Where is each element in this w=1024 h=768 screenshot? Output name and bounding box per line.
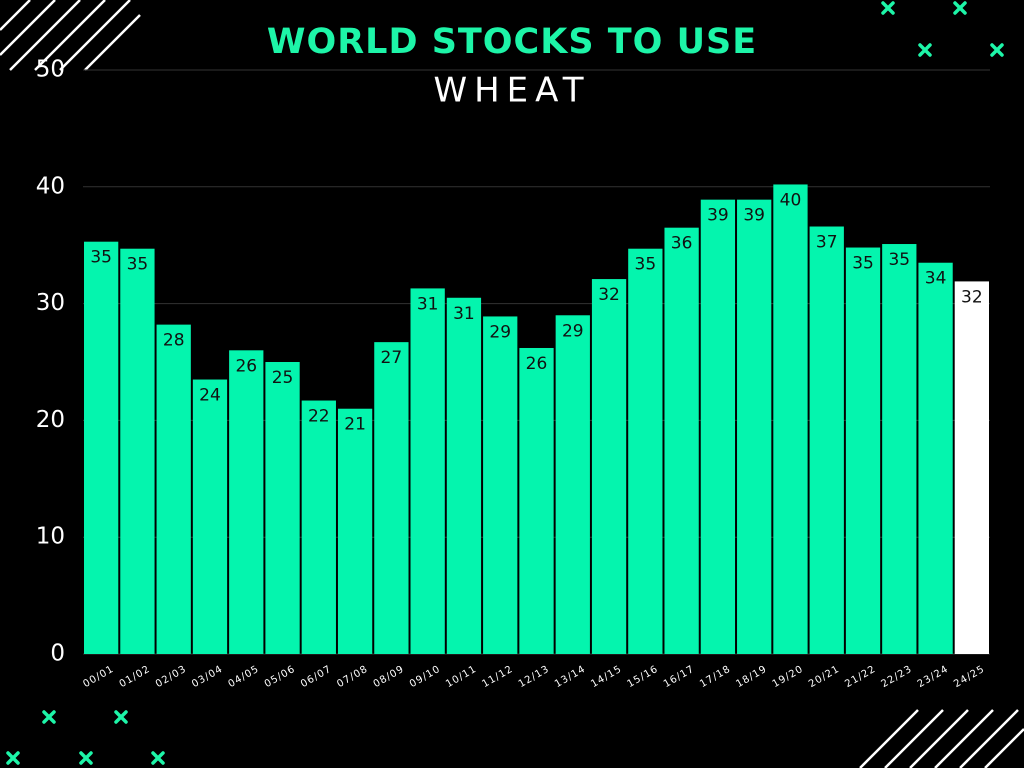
y-tick-label: 0 (50, 641, 65, 667)
bar (591, 279, 627, 654)
bar (954, 281, 989, 654)
bar (120, 248, 155, 655)
value-label: 32 (961, 287, 983, 307)
chart-title: WORLD STOCKS TO USE (267, 22, 757, 62)
y-tick-label: 10 (36, 524, 65, 550)
y-tick-label: 30 (36, 290, 65, 316)
plot-area: 0102030405000/013501/023502/032803/04240… (36, 57, 990, 690)
bar (84, 241, 119, 655)
bar (156, 324, 191, 654)
bar (229, 350, 264, 654)
value-label: 24 (199, 386, 221, 406)
value-label: 35 (852, 254, 874, 274)
value-label: 37 (816, 233, 838, 253)
value-label: 35 (888, 250, 910, 270)
bar (845, 247, 881, 654)
bar (700, 199, 736, 654)
value-label: 35 (127, 255, 149, 275)
value-label: 26 (526, 354, 548, 374)
decoration-crosses (6, 1, 1004, 765)
bar (265, 362, 300, 654)
bar (519, 347, 554, 654)
value-label: 29 (489, 322, 511, 342)
bar (918, 262, 953, 654)
value-label: 26 (235, 356, 257, 376)
value-label: 31 (453, 304, 475, 324)
bar (410, 288, 445, 654)
y-tick-label: 40 (36, 173, 65, 199)
value-label: 39 (707, 206, 729, 226)
bar (882, 244, 917, 655)
value-label: 31 (417, 294, 439, 314)
bar (809, 226, 844, 654)
bar (301, 400, 336, 654)
bar (773, 184, 808, 655)
value-label: 25 (272, 368, 294, 388)
bar (664, 227, 699, 654)
y-tick-label: 50 (36, 57, 65, 83)
bar (628, 248, 663, 655)
value-label: 35 (635, 255, 657, 275)
value-label: 28 (163, 331, 185, 351)
value-label: 32 (598, 285, 620, 305)
bar (555, 315, 590, 654)
y-tick-label: 20 (36, 407, 65, 433)
value-label: 40 (780, 190, 802, 210)
bar (374, 342, 409, 654)
bar (192, 379, 228, 654)
value-label: 34 (925, 269, 947, 289)
value-label: 36 (671, 234, 693, 254)
bar (446, 297, 482, 654)
value-label: 39 (743, 206, 765, 226)
value-label: 22 (308, 407, 330, 427)
bar (737, 199, 772, 654)
value-label: 29 (562, 321, 584, 341)
value-label: 21 (344, 415, 366, 435)
chart-subtitle: WHEAT (433, 71, 590, 111)
bar (337, 408, 373, 654)
value-label: 27 (381, 348, 403, 368)
bar (483, 316, 518, 654)
value-label: 35 (90, 248, 112, 268)
